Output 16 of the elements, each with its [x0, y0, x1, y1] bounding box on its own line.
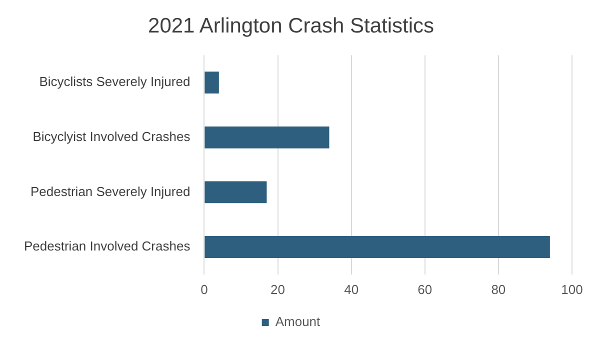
bar [204, 126, 330, 148]
bar [204, 72, 219, 94]
bar [204, 236, 550, 258]
x-tick-label: 80 [491, 282, 506, 297]
x-tick-label: 40 [344, 282, 359, 297]
x-tick-label: 100 [561, 282, 583, 297]
x-tick-label: 60 [418, 282, 432, 297]
y-tick-label: Bicyclyist Involved Crashes [32, 128, 191, 144]
chart-title: 2021 Arlington Crash Statistics [148, 14, 434, 38]
y-tick-label: Bicyclists Severely Injured [39, 74, 190, 90]
legend-label: Amount [275, 314, 321, 330]
y-tick-label: Pedestrian Involved Crashes [24, 238, 191, 254]
bar [204, 181, 267, 204]
y-tick-label: Pedestrian Severely Injured [30, 184, 190, 199]
x-tick-label: 0 [200, 282, 208, 297]
x-tick-label: 20 [270, 282, 285, 297]
